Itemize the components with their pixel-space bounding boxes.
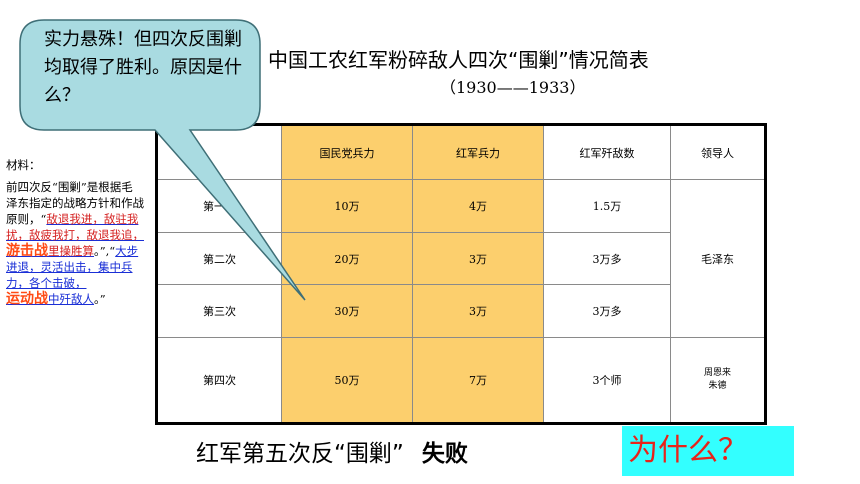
- table-header-kmt-force: 国民党兵力: [281, 122, 413, 181]
- table-header-enemies-killed: 红军歼敌数: [543, 122, 671, 181]
- footer-result: 失败: [421, 441, 468, 467]
- table-header-red-force: 红军兵力: [412, 122, 544, 181]
- table-row: 第三次 30万 3万 3万多: [155, 284, 766, 338]
- page-subtitle: （1930——1933）: [440, 78, 586, 97]
- material-heading: 材料：: [6, 158, 41, 172]
- row-label: 第四次: [155, 336, 282, 426]
- why-box: 为什么？: [622, 426, 794, 476]
- table-header-leader: 领导人: [670, 122, 767, 181]
- killed-cell: 1.5万: [543, 179, 671, 233]
- material-quote-mobile-end: 中歼敌人: [48, 292, 94, 306]
- speech-bubble-shape: [19, 19, 306, 301]
- leader-zhou: 周恩来: [703, 367, 731, 378]
- red-force-cell: 4万: [412, 179, 544, 233]
- campaign-table: 国民党兵力 红军兵力 红军歼敌数 领导人 第一次 10万 4万 1.5万 毛泽东…: [155, 122, 767, 426]
- kmt-force-cell: 20万: [281, 231, 413, 286]
- material-quote-guerrilla: 敌退我进，敌驻我扰，敌疲我打，敌退我追，: [6, 212, 144, 242]
- material-keyword-guerrilla: 游击战: [6, 243, 48, 259]
- kmt-force-cell: 50万: [281, 336, 413, 426]
- material-text: 材料： 前四次反“围剿”是根据毛泽东指定的战略方针和作战原则，“敌退我进，敌驻我…: [6, 157, 144, 307]
- material-text-2: 。”,“: [94, 244, 116, 258]
- speech-bubble: 实力悬殊！但四次反围剿均取得了胜利。原因是什么？: [19, 19, 306, 301]
- material-quote-mobile: 大步进退，灵活出击，集中兵力，各个击破，: [6, 244, 139, 290]
- table-row: 第一次 10万 4万 1.5万 毛泽东: [155, 179, 767, 338]
- footer-text: 红军第五次反“围剿” 失败: [196, 434, 468, 468]
- table-row: 第四次 50万 7万 3个师 周恩来 朱德: [155, 336, 767, 426]
- table-header-row: 国民党兵力 红军兵力 红军歼敌数 领导人: [155, 122, 767, 181]
- leader-cell-4: 周恩来 朱德: [670, 336, 767, 426]
- material-quote-guerrilla-end: 里操胜算: [48, 244, 94, 258]
- leader-zhu: 朱德: [708, 380, 727, 391]
- red-force-cell: 7万: [412, 336, 544, 426]
- material-text-1: 前四次反“围剿”是根据毛泽东指定的战略方针和作战原则，“: [6, 180, 144, 226]
- kmt-force-cell: 30万: [281, 284, 413, 338]
- kmt-force-cell: 10万: [281, 179, 413, 233]
- material-text-3: 。”: [94, 292, 106, 306]
- row-label: 第三次: [155, 284, 282, 338]
- speech-bubble-text: 实力悬殊！但四次反围剿均取得了胜利。原因是什么？: [44, 29, 242, 106]
- footer-statement: 红军第五次反“围剿”: [196, 441, 404, 467]
- killed-cell: 3个师: [543, 336, 671, 426]
- leader-cell: 毛泽东: [670, 179, 767, 338]
- red-force-cell: 3万: [412, 231, 544, 286]
- red-force-cell: 3万: [412, 284, 544, 338]
- killed-cell: 3万多: [543, 231, 671, 286]
- killed-cell: 3万多: [543, 284, 671, 338]
- material-keyword-mobile: 运动战: [6, 291, 48, 307]
- page-title: 中国工农红军粉碎敌人四次“围剿”情况简表: [268, 48, 649, 72]
